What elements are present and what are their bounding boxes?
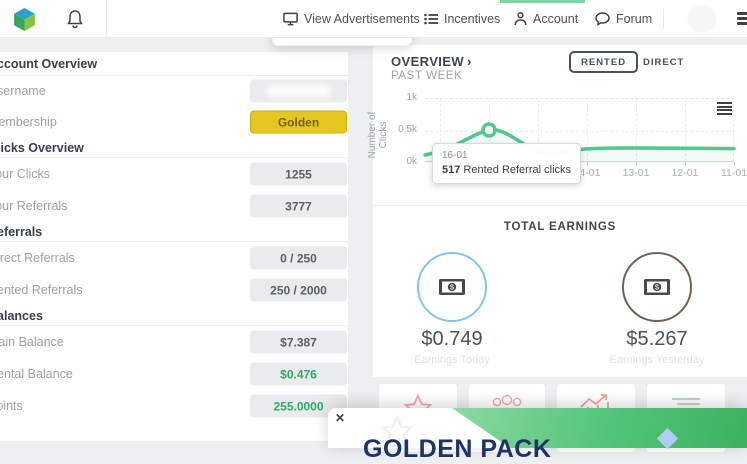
nav-item-view-advertisements[interactable]: View Advertisements <box>283 0 420 38</box>
chart-tooltip: 16-01 517 Rented Referral clicks <box>432 143 582 184</box>
row-label: Membership <box>0 115 57 129</box>
row-rental-balance: Rental Balance $0.476 <box>0 358 348 390</box>
nav-label: Forum <box>616 12 653 26</box>
app-logo-icon[interactable] <box>12 7 37 32</box>
nav-label: Account <box>533 12 579 26</box>
modal-close-button[interactable]: ✕ <box>335 411 346 425</box>
sidebar-section-referrals: Referrals <box>0 222 348 242</box>
svg-text:$: $ <box>450 283 455 292</box>
x-label: 11-01 <box>720 167 747 179</box>
section-title: Clicks Overview <box>0 140 84 155</box>
hamburger-menu-icon[interactable] <box>737 12 747 27</box>
row-label: Main Balance <box>0 335 64 349</box>
highlighted-point-marker <box>481 122 497 138</box>
overview-title[interactable]: OVERVIEW › <box>391 54 472 69</box>
earnings-yesterday-amount: $5.267 <box>626 328 688 350</box>
gridline <box>425 131 734 132</box>
sidebar-section-account-overview: Account Overview <box>0 52 348 76</box>
y-tick: 1k <box>406 92 417 103</box>
top-progress-sliver <box>500 0 585 3</box>
chat-bubble-icon <box>595 12 610 26</box>
earnings-today-amount: $0.749 <box>421 328 483 350</box>
section-title: Balances <box>0 308 43 323</box>
section-divider <box>373 205 747 206</box>
bell-icon[interactable] <box>66 9 84 29</box>
user-avatar-blurred[interactable] <box>688 5 716 33</box>
total-earnings-heading: TOTAL EARNINGS <box>503 221 617 233</box>
row-label: Direct Referrals <box>0 251 75 265</box>
nav-item-forum[interactable]: Forum <box>595 0 652 38</box>
chart-context-menu-icon[interactable] <box>717 102 732 116</box>
membership-badge[interactable]: Golden <box>250 110 347 134</box>
row-rented-referrals: Rented Referrals 250 / 2000 <box>0 274 348 306</box>
row-points: Points 255.0000 <box>0 390 348 422</box>
nav-item-incentives[interactable]: Incentives <box>424 0 500 38</box>
earnings-yesterday-circle: $ <box>622 252 692 322</box>
banknote-icon: $ <box>439 279 465 295</box>
direct-referrals-value: 0 / 250 <box>250 246 347 270</box>
row-your-referrals: Your Referrals 3777 <box>0 190 348 222</box>
nav-label: View Advertisements <box>304 12 420 26</box>
x-label: 13-01 <box>622 167 650 179</box>
row-label: Rented Referrals <box>0 283 83 297</box>
row-label: Points <box>0 399 23 413</box>
tooltip-value: 517 <box>442 164 461 176</box>
person-icon <box>514 12 527 26</box>
star-watermark-icon <box>380 414 414 447</box>
overview-panel: OVERVIEW › PAST WEEK RENTED DIRECT Number… <box>367 45 747 377</box>
navbar-divider <box>106 0 107 38</box>
list-icon <box>424 13 438 25</box>
nav-label: Incentives <box>444 12 501 26</box>
your-clicks-value: 1255 <box>250 162 347 186</box>
account-overview-sidebar: Account Overview Username Membership Gol… <box>0 52 348 441</box>
earnings-today-circle: $ <box>417 252 487 322</box>
row-membership: Membership Golden <box>0 106 348 138</box>
tooltip-label: Rented Referral clicks <box>460 164 572 176</box>
x-label: 12-01 <box>671 167 699 179</box>
overview-title-text: OVERVIEW <box>391 54 465 69</box>
main-balance-value: $7.387 <box>250 330 347 354</box>
tooltip-date: 16-01 <box>442 150 468 161</box>
y-tick: 0.5k <box>398 124 417 135</box>
row-label: Rental Balance <box>0 367 73 381</box>
promo-modal: ✕ GOLDEN PACK <box>328 408 747 463</box>
svg-text:$: $ <box>655 283 660 292</box>
overview-period: PAST WEEK <box>391 70 463 82</box>
row-username: Username <box>0 76 348 106</box>
row-main-balance: Main Balance $7.387 <box>0 326 348 358</box>
row-direct-referrals: Direct Referrals 0 / 250 <box>0 242 348 274</box>
y-tick: 0k <box>406 156 417 167</box>
points-value: 255.0000 <box>250 394 347 418</box>
top-navbar: View Advertisements Incentives Account F… <box>0 0 747 38</box>
banknote-icon: $ <box>644 279 670 295</box>
row-label: Your Referrals <box>0 199 68 213</box>
nav-item-account[interactable]: Account <box>514 0 578 38</box>
section-title: Account Overview <box>0 56 98 71</box>
monitor-icon <box>283 12 298 26</box>
rented-toggle-button[interactable]: RENTED <box>569 51 639 73</box>
section-title: Referrals <box>0 224 43 239</box>
direct-toggle-button[interactable]: DIRECT <box>643 57 685 68</box>
rented-referrals-value: 250 / 2000 <box>250 278 347 302</box>
chevron-right-icon: › <box>467 54 472 69</box>
row-your-clicks: Your Clicks 1255 <box>0 158 348 190</box>
earnings-today-label: Earnings Today <box>414 354 490 366</box>
y-axis-label: Number of Clicks <box>367 111 389 159</box>
rental-balance-value: $0.476 <box>250 362 347 386</box>
username-value-redacted <box>250 79 347 103</box>
row-label: Your Clicks <box>0 167 51 181</box>
earnings-yesterday-label: Earnings Yesterday <box>609 354 705 366</box>
navbar-divider <box>663 9 664 29</box>
modal-title: GOLDEN PACK <box>363 435 552 463</box>
your-referrals-value: 3777 <box>250 194 347 218</box>
row-label: Username <box>0 84 46 98</box>
sidebar-section-balances: Balances <box>0 306 348 326</box>
sidebar-section-clicks-overview: Clicks Overview <box>0 138 348 158</box>
